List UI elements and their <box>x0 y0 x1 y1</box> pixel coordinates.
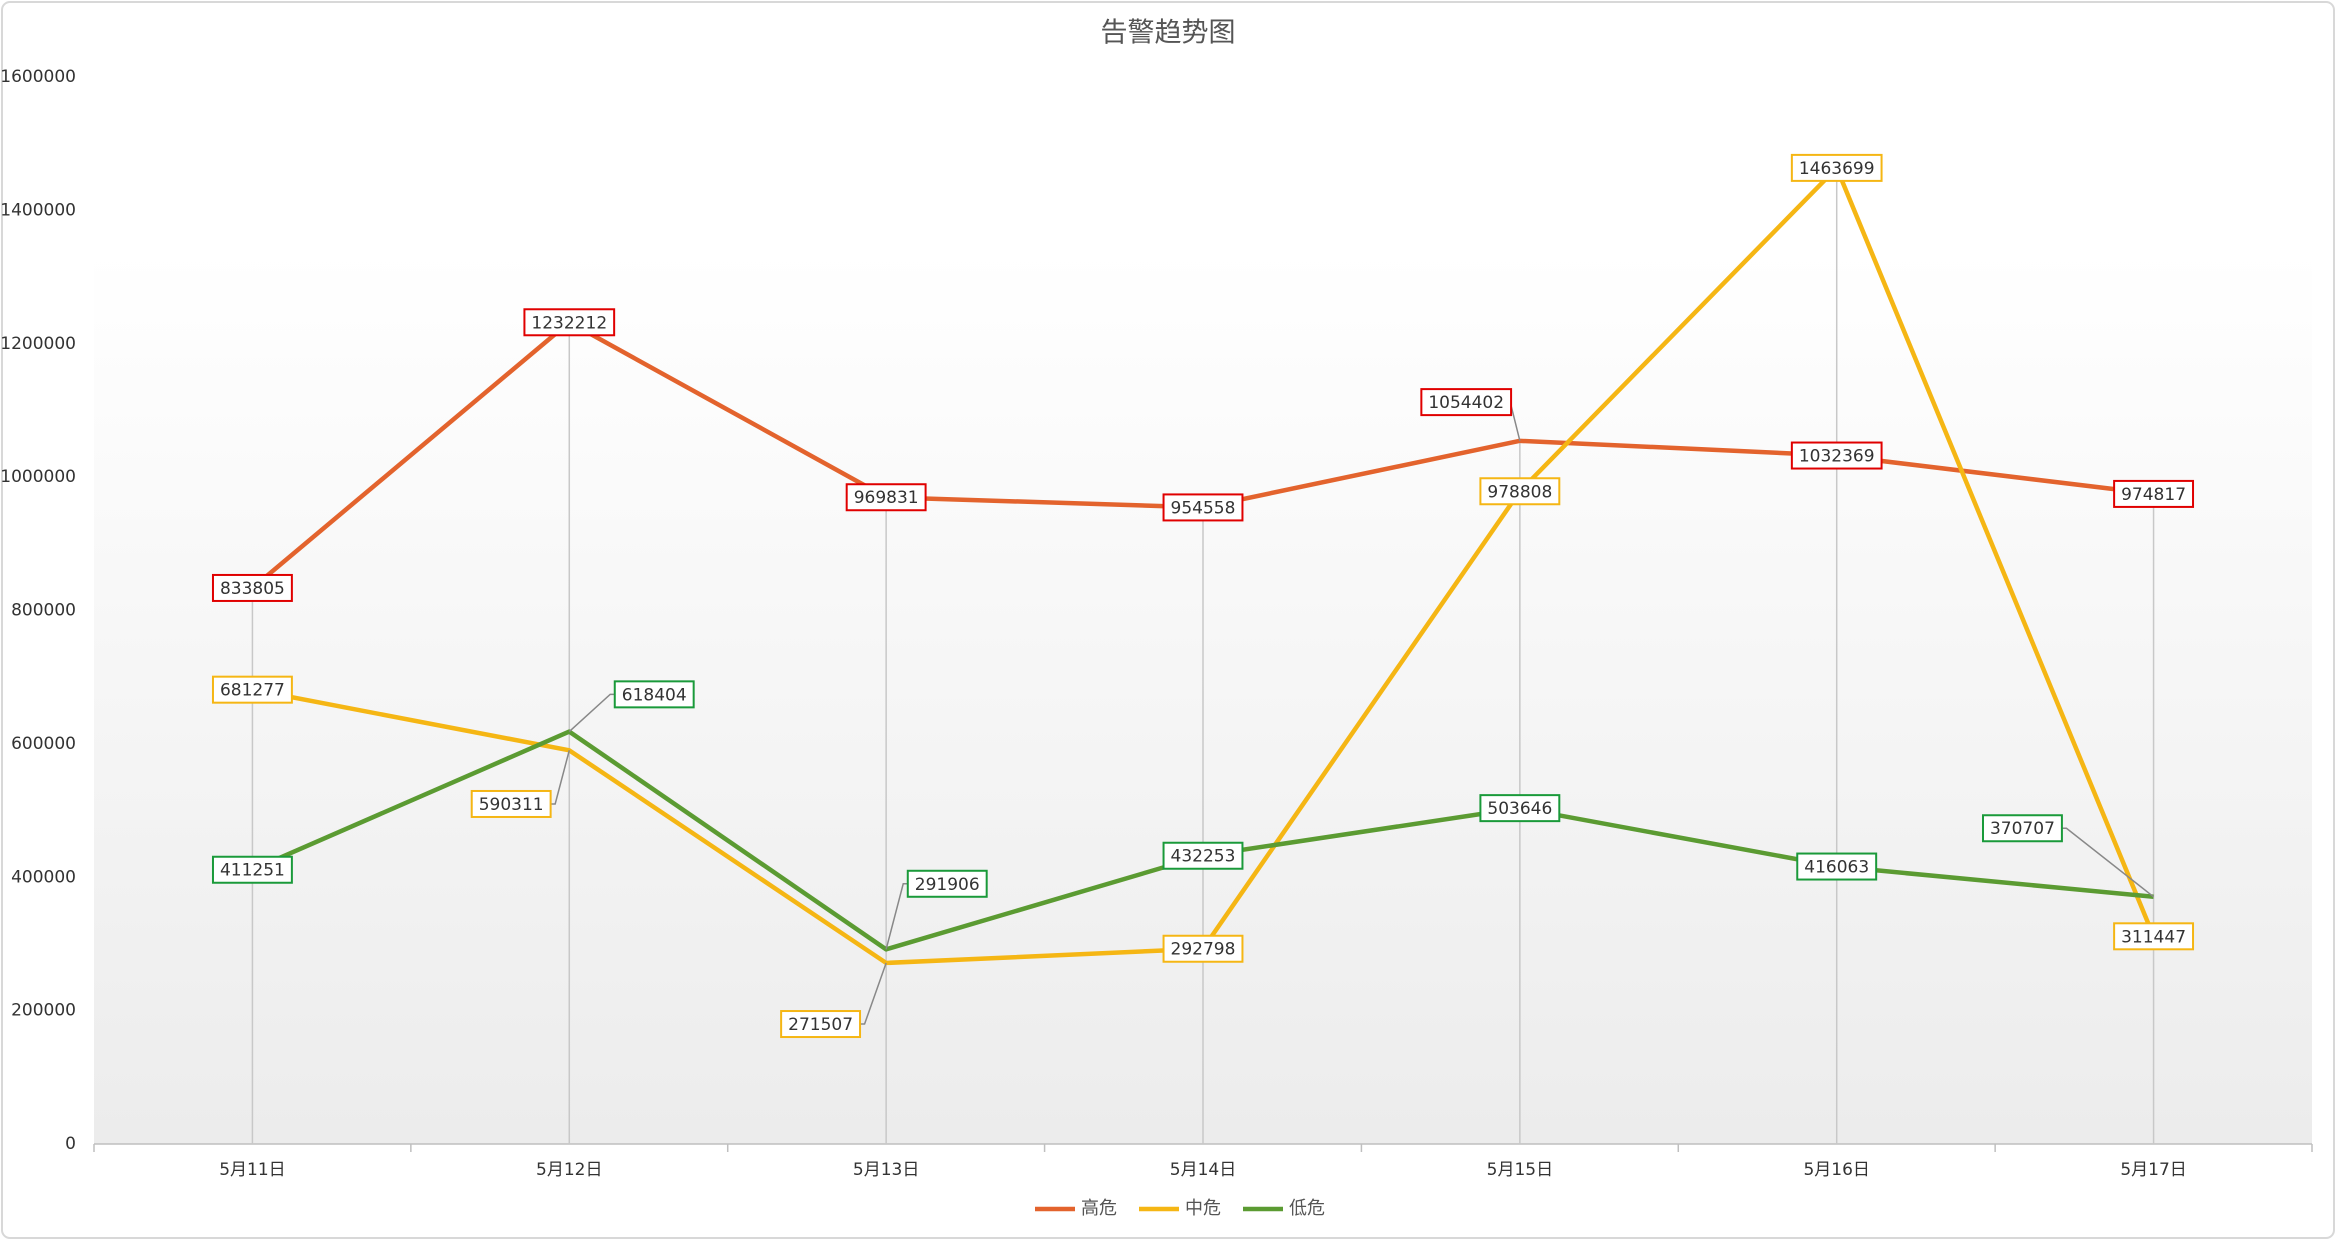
label-box <box>1981 814 2063 843</box>
data-label-text: 370707 <box>1990 819 2055 839</box>
data-label-text: 1032369 <box>1799 447 1875 467</box>
data-label-text: 590311 <box>479 795 544 815</box>
data-label-text: 411251 <box>220 861 285 881</box>
data-label-text: 416063 <box>1804 858 1869 878</box>
data-label-text: 311447 <box>2121 927 2186 947</box>
chart-title: 告警趋势图 <box>1101 18 1236 49</box>
label-box <box>845 483 927 512</box>
data-label: 416063 <box>1796 852 1878 881</box>
data-label: 681277 <box>211 675 293 704</box>
y-tick-label: 800000 <box>11 601 76 621</box>
data-label: 974817 <box>2113 479 2195 508</box>
x-tick-label: 5月11日 <box>219 1160 285 1180</box>
label-box <box>211 675 293 704</box>
label-box <box>1162 934 1244 963</box>
data-label: 590311 <box>470 750 571 818</box>
data-label: 978808 <box>1479 477 1561 506</box>
data-label-text: 618404 <box>622 685 687 705</box>
label-box <box>613 680 695 709</box>
data-label: 1032369 <box>1790 441 1883 470</box>
x-tick-label: 5月12日 <box>536 1160 602 1180</box>
data-label-text: 503646 <box>1487 799 1552 819</box>
data-label-text: 681277 <box>220 681 285 701</box>
label-box <box>211 573 293 602</box>
label-box <box>780 1010 862 1039</box>
data-label: 503646 <box>1479 794 1561 823</box>
data-label: 618404 <box>568 680 695 733</box>
y-tick-label: 1000000 <box>0 467 76 487</box>
y-tick-label: 1200000 <box>0 334 76 354</box>
data-label: 432253 <box>1162 841 1244 870</box>
data-label: 1463699 <box>1790 153 1883 182</box>
data-label-text: 969831 <box>854 488 919 508</box>
legend-label: 中危 <box>1185 1198 1221 1219</box>
label-box <box>1162 493 1244 522</box>
label-box <box>2113 479 2195 508</box>
data-label: 411251 <box>211 855 293 884</box>
label-box <box>470 789 552 818</box>
legend-label: 低危 <box>1289 1198 1325 1219</box>
data-label: 292798 <box>1162 934 1244 963</box>
label-box <box>1790 441 1883 470</box>
data-label: 291906 <box>885 869 988 950</box>
x-tick-label: 5月14日 <box>1170 1160 1236 1180</box>
data-label-text: 954558 <box>1171 498 1236 518</box>
label-box <box>1479 794 1561 823</box>
label-box <box>1420 388 1513 417</box>
label-box <box>1796 852 1878 881</box>
data-label-text: 1054402 <box>1428 393 1504 413</box>
data-label-text: 291906 <box>915 875 980 895</box>
y-tick-label: 200000 <box>11 1001 76 1021</box>
label-box <box>211 855 293 884</box>
data-label-text: 432253 <box>1171 847 1236 867</box>
data-label-text: 1463699 <box>1799 159 1875 179</box>
label-box <box>1790 153 1883 182</box>
data-label: 370707 <box>1981 814 2155 898</box>
data-label: 311447 <box>2113 922 2195 951</box>
data-label: 1232212 <box>523 308 616 337</box>
x-tick-label: 5月16日 <box>1803 1160 1869 1180</box>
x-tick-label: 5月17日 <box>2120 1160 2186 1180</box>
data-label-text: 978808 <box>1487 482 1552 502</box>
data-label-text: 833805 <box>220 579 285 599</box>
y-tick-label: 0 <box>65 1134 76 1154</box>
label-box <box>523 308 616 337</box>
data-label: 954558 <box>1162 493 1244 522</box>
data-label-text: 974817 <box>2121 485 2186 505</box>
data-label: 1054402 <box>1420 388 1521 442</box>
data-label: 833805 <box>211 573 293 602</box>
data-label-text: 271507 <box>788 1015 853 1035</box>
label-box <box>1162 841 1244 870</box>
data-label-text: 1232212 <box>531 313 607 333</box>
label-box <box>906 869 988 898</box>
y-tick-label: 1400000 <box>0 200 76 220</box>
x-tick-label: 5月13日 <box>853 1160 919 1180</box>
y-tick-label: 400000 <box>11 867 76 887</box>
y-tick-label: 600000 <box>11 734 76 754</box>
data-label: 969831 <box>845 483 927 512</box>
legend-label: 高危 <box>1081 1198 1117 1219</box>
label-box <box>1479 477 1561 506</box>
label-box <box>2113 922 2195 951</box>
x-tick-label: 5月15日 <box>1487 1160 1553 1180</box>
data-label-text: 292798 <box>1171 940 1236 960</box>
data-label: 271507 <box>780 962 887 1039</box>
y-tick-label: 1600000 <box>0 67 76 87</box>
